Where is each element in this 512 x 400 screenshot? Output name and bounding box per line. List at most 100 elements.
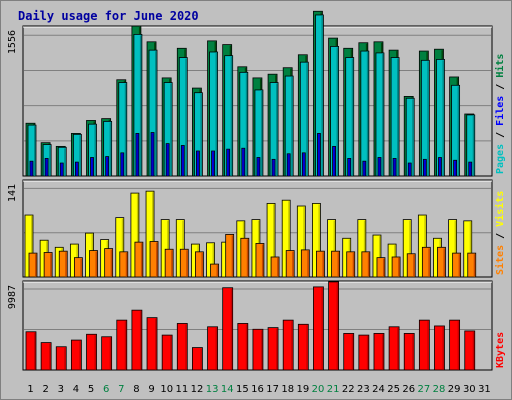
bar-sites bbox=[346, 251, 356, 278]
bar-kbytes-shade bbox=[170, 336, 172, 369]
bar-kbytes bbox=[192, 347, 203, 371]
chart-title: Daily usage for June 2020 bbox=[18, 9, 199, 23]
bar-sites bbox=[195, 251, 204, 278]
bar-sites-shade bbox=[413, 254, 415, 276]
x-tick-label: 31 bbox=[478, 384, 491, 395]
bar-sites-shade bbox=[428, 248, 430, 276]
bar-files-shade bbox=[167, 144, 169, 175]
bar-kbytes bbox=[267, 327, 279, 371]
bar-pages-shade bbox=[109, 122, 112, 175]
bar-sites bbox=[331, 250, 340, 278]
bar-kbytes-shade bbox=[321, 287, 323, 369]
y-tick-label: 9987 bbox=[7, 285, 18, 309]
x-tick-label: 21 bbox=[327, 384, 340, 395]
bar-kbytes-shade bbox=[139, 311, 142, 369]
legend-item-hits: Hits bbox=[494, 54, 506, 78]
bar-kbytes-shade bbox=[215, 327, 218, 369]
bar-pages-shade bbox=[49, 145, 51, 175]
bar-sites bbox=[437, 246, 446, 278]
bar-sites-shade bbox=[80, 258, 82, 276]
bar-pages-shade bbox=[291, 77, 293, 175]
bar-kbytes bbox=[70, 339, 82, 371]
bar-files-shade bbox=[378, 158, 381, 175]
bar-files-shade bbox=[227, 150, 230, 175]
bar-sites bbox=[406, 253, 416, 278]
bar-kbytes-shade bbox=[155, 318, 157, 369]
bar-visits-shade bbox=[212, 243, 215, 276]
bar-sites-shade bbox=[398, 257, 400, 276]
legend-hits-files-pages: Pages / Files / Hits bbox=[494, 54, 506, 174]
bar-files-shade bbox=[212, 152, 215, 175]
bar-kbytes-shade bbox=[64, 347, 66, 369]
bar-sites-shade bbox=[201, 252, 203, 276]
bar-sites-shade bbox=[443, 248, 445, 276]
legend-separator: / bbox=[495, 227, 506, 245]
bar-pages-shade bbox=[139, 35, 142, 175]
bar-kbytes bbox=[449, 319, 461, 371]
bar-kbytes bbox=[252, 328, 264, 371]
bar-pages-shade bbox=[381, 53, 384, 175]
bar-files-shade bbox=[121, 153, 124, 175]
bar-kbytes-shade bbox=[260, 330, 263, 369]
bar-kbytes bbox=[373, 333, 385, 371]
bar-sites-shade bbox=[307, 250, 309, 276]
bar-sites bbox=[119, 251, 129, 278]
bar-sites bbox=[43, 252, 53, 278]
x-tick-label: 25 bbox=[387, 384, 400, 395]
bar-visits-shade bbox=[167, 220, 169, 276]
bar-pages-shade bbox=[366, 52, 369, 175]
bar-pages-shade bbox=[79, 135, 81, 175]
bar-pages-shade bbox=[230, 56, 233, 176]
bar-sites bbox=[452, 252, 462, 278]
bar-kbytes-shade bbox=[79, 341, 81, 369]
bar-files-shade bbox=[333, 147, 336, 175]
bar-visits-shade bbox=[469, 221, 472, 276]
x-tick-label: 22 bbox=[342, 384, 355, 395]
x-tick-label: 12 bbox=[191, 384, 204, 395]
legend-item-files: Files bbox=[494, 96, 506, 126]
bar-sites-shade bbox=[473, 254, 476, 276]
x-tick-label: 16 bbox=[251, 384, 264, 395]
bar-sites bbox=[300, 249, 310, 278]
legend-item-visits: Visits bbox=[494, 191, 506, 227]
bar-sites bbox=[149, 241, 159, 278]
bar-visits-shade bbox=[288, 201, 290, 276]
bar-kbytes bbox=[25, 331, 37, 371]
bar-sites bbox=[361, 251, 371, 278]
bar-sites bbox=[89, 250, 98, 278]
bar-kbytes bbox=[86, 333, 97, 371]
bar-files-shade bbox=[303, 153, 305, 175]
bar-visits-shade bbox=[318, 204, 320, 276]
bar-files-shade bbox=[106, 157, 109, 175]
bar-visits-shade bbox=[121, 218, 124, 276]
bar-kbytes bbox=[464, 330, 476, 371]
bar-sites bbox=[285, 250, 295, 278]
bar-pages-shade bbox=[306, 63, 308, 176]
bar-kbytes bbox=[328, 281, 339, 371]
x-tick-label: 26 bbox=[402, 384, 415, 395]
bar-sites-shade bbox=[140, 243, 143, 276]
bar-kbytes-shade bbox=[291, 321, 293, 369]
bar-files-shade bbox=[288, 154, 290, 175]
bar-files-shade bbox=[46, 159, 48, 175]
bar-visits-shade bbox=[378, 236, 381, 276]
x-tick-label: 4 bbox=[73, 384, 79, 395]
bar-sites bbox=[316, 250, 325, 278]
bar-sites-shade bbox=[382, 258, 385, 276]
x-tick-label: 8 bbox=[133, 384, 139, 395]
bar-sites-shade bbox=[50, 253, 52, 276]
bar-pages-shade bbox=[457, 86, 460, 175]
legend-item-sites: Sites bbox=[494, 245, 506, 275]
bar-sites-shade bbox=[246, 239, 249, 276]
bar-visits-shade bbox=[409, 220, 411, 276]
bar-kbytes bbox=[297, 323, 309, 371]
bar-kbytes bbox=[40, 342, 52, 371]
bar-kbytes bbox=[161, 334, 173, 371]
y-tick-label: 141 bbox=[7, 184, 18, 202]
x-tick-label: 1 bbox=[27, 384, 33, 395]
bar-sites-shade bbox=[110, 249, 113, 276]
bar-visits-shade bbox=[333, 220, 336, 276]
bar-sites bbox=[421, 246, 431, 278]
bar-files-shade bbox=[273, 160, 275, 175]
bar-files-shade bbox=[152, 133, 154, 175]
